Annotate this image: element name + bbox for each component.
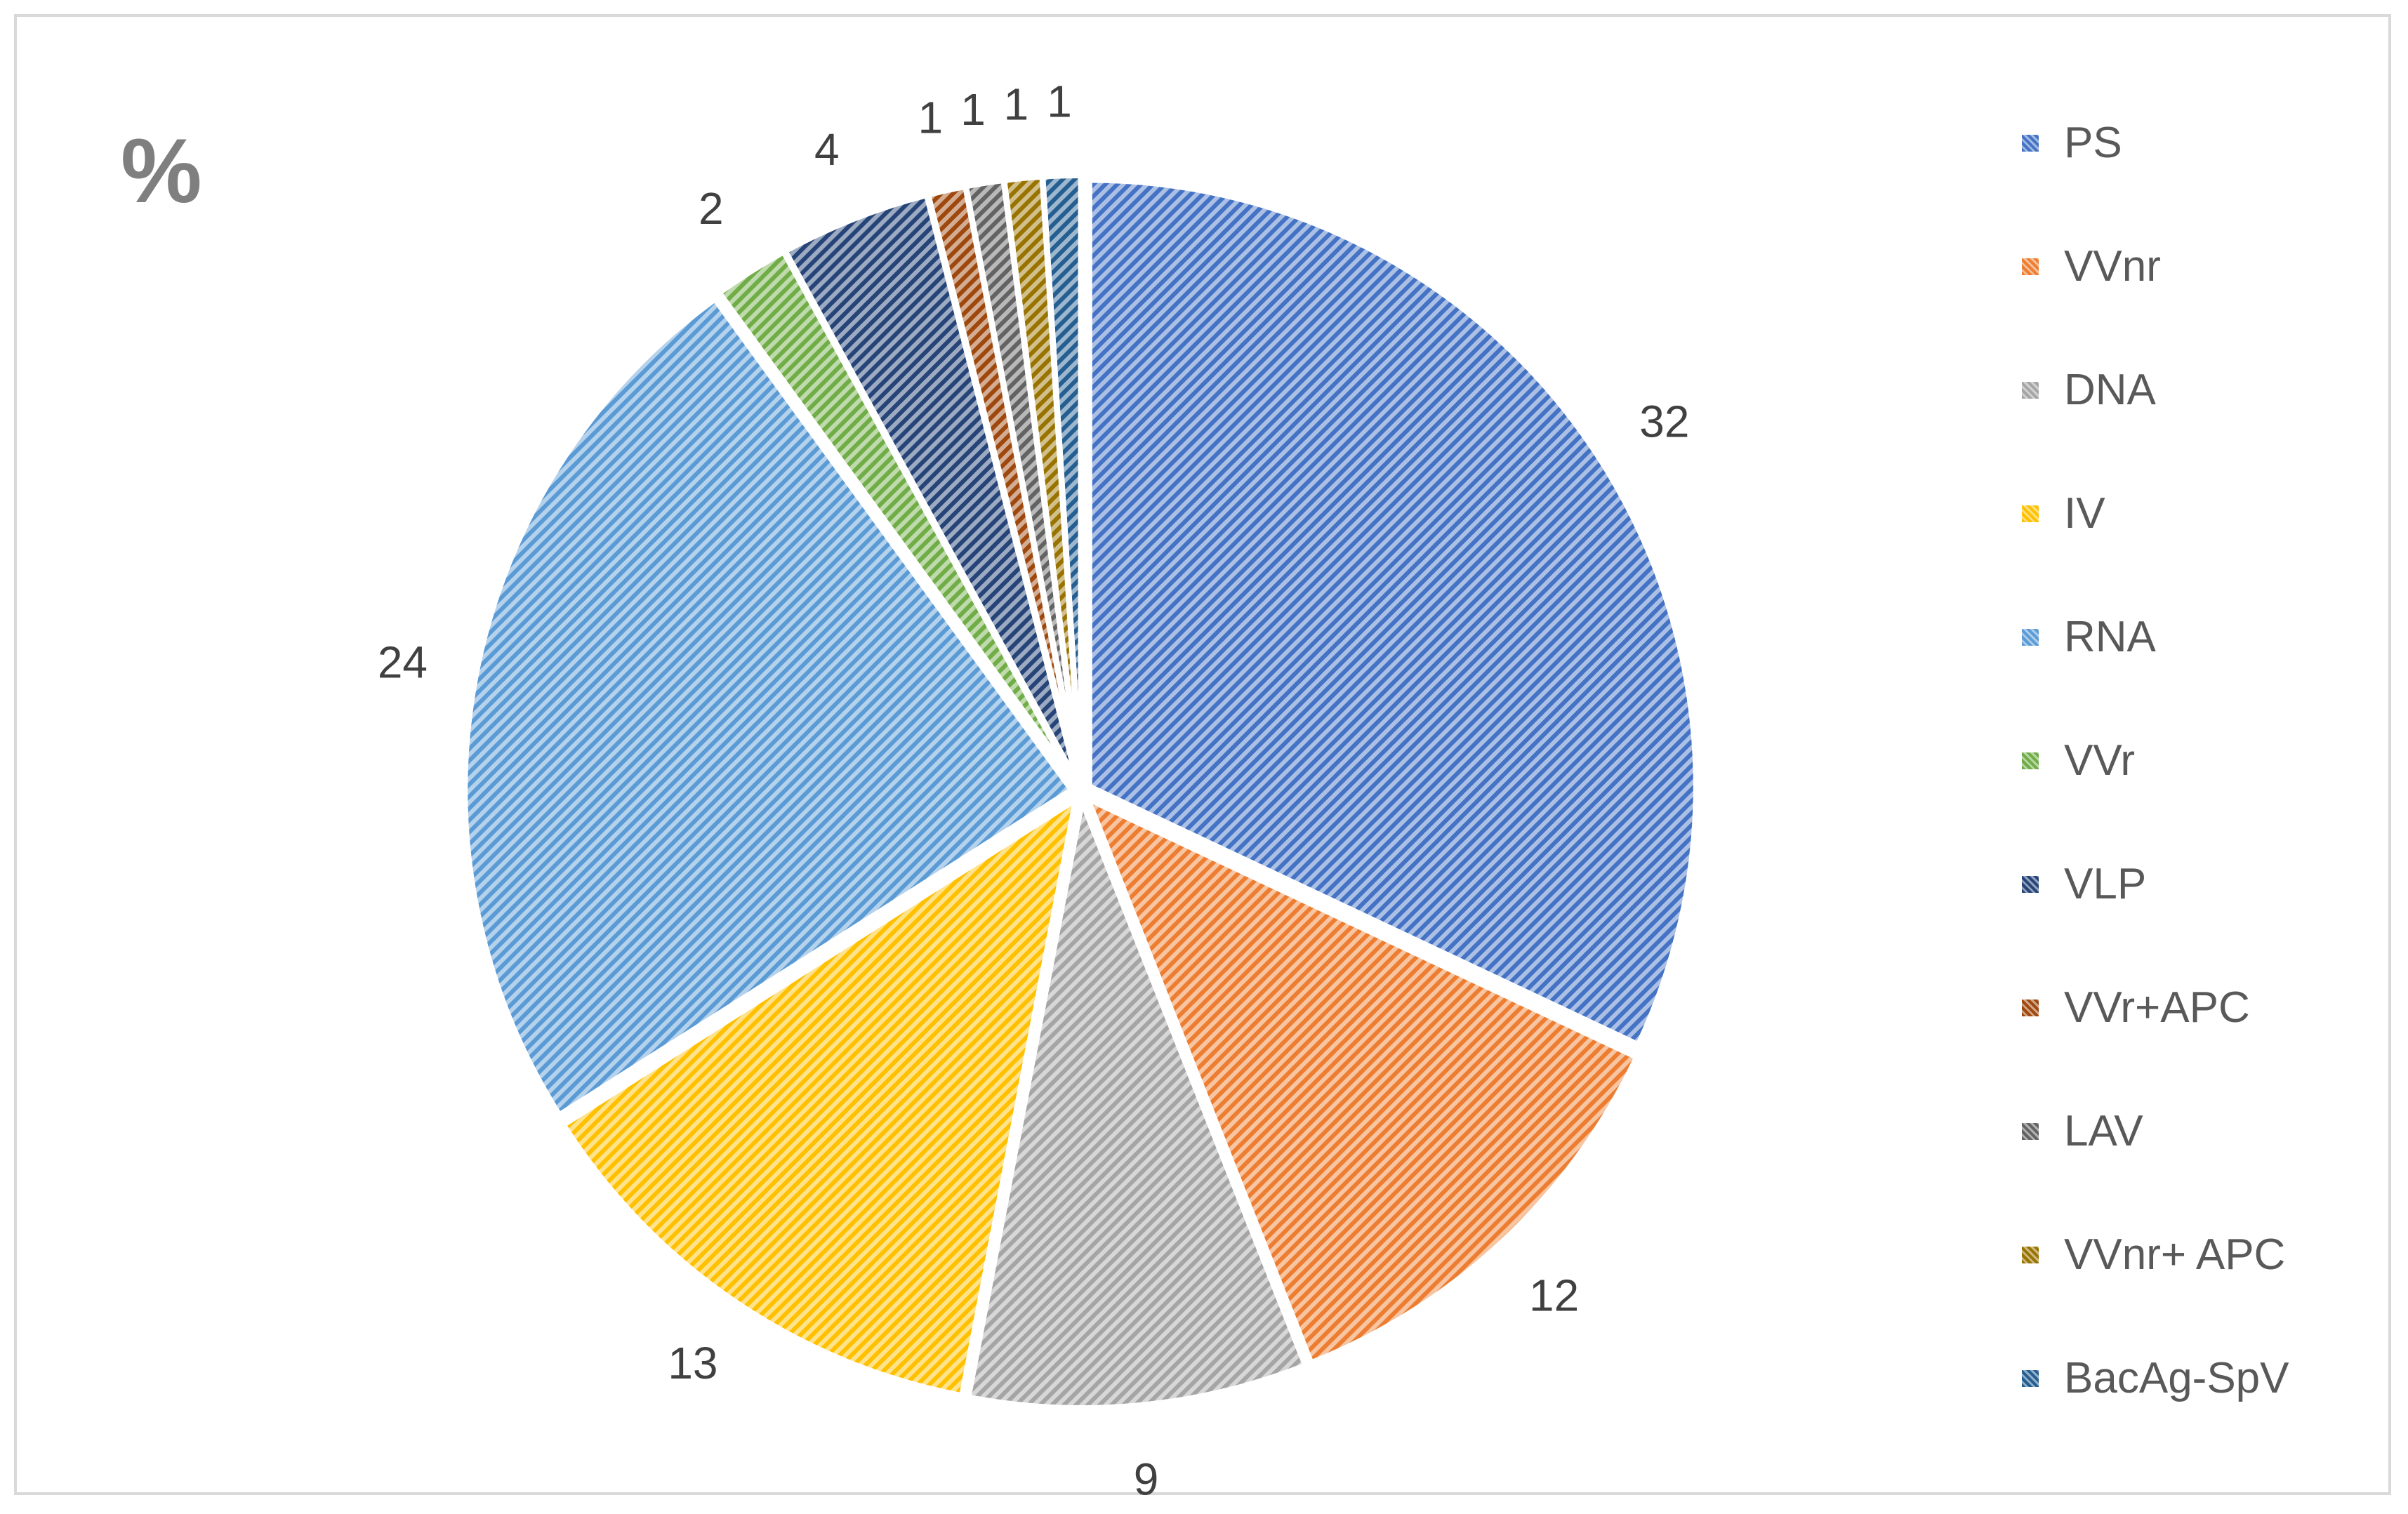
legend-swatch [2022,258,2039,275]
legend-label: BacAg-SpV [2064,1354,2289,1402]
legend-label: VVr [2064,736,2136,785]
legend-swatch [2022,876,2039,893]
data-label-ps: 32 [1639,397,1689,447]
legend-label: VLP [2064,860,2147,908]
legend-swatch [2022,1123,2039,1140]
legend-swatch [2022,629,2039,646]
legend-label: DNA [2064,366,2156,414]
legend-label: RNA [2064,613,2156,661]
legend-swatch [2022,505,2039,522]
legend-label: LAV [2064,1107,2143,1155]
legend-swatch [2022,135,2039,152]
legend-item-vvnr-apc: VVnr+ APC [2015,1226,2366,1349]
legend-swatch [2022,1370,2039,1387]
data-label-vvnr-apc: 1 [1004,79,1029,129]
legend-item-lav: LAV [2015,1102,2366,1226]
data-label-bacag-spv: 1 [1047,76,1072,126]
pie-slice-iv [560,794,1080,1399]
legend-swatch [2022,1000,2039,1016]
data-label-vvr-apc: 1 [918,93,944,143]
pie-slice-rna [462,295,1076,1119]
pie-slices [462,173,1699,1411]
legend-item-vlp: VLP [2015,855,2366,978]
data-label-vvnr: 12 [1529,1270,1579,1320]
legend-item-vvnr: VVnr [2015,237,2366,361]
legend-item-rna: RNA [2015,608,2366,731]
legend-swatch [2022,1247,2039,1263]
data-label-rna: 24 [378,637,428,688]
chart-legend: PS VVnr DNA IV RNA VVr VLP VVr+APC LAV VVnr+ APC B… [2015,114,2366,1473]
legend-swatch [2022,382,2039,399]
legend-item-iv: IV [2015,484,2366,608]
data-label-vvr: 2 [699,183,724,234]
legend-item-bacag-spv: BacAg-SpV [2015,1349,2366,1473]
pie-slice-ps [1086,177,1699,1049]
legend-label: IV [2064,489,2105,538]
pie-slice-dna [965,791,1309,1411]
legend-label: VVr+APC [2064,983,2250,1032]
legend-item-dna: DNA [2015,361,2366,484]
legend-item-vvr-apc: VVr+APC [2015,978,2366,1102]
pie-slice-vvnr [1083,793,1641,1367]
legend-label: VVnr+ APC [2064,1230,2286,1279]
data-label-dna: 9 [1134,1454,1159,1505]
legend-label: PS [2064,119,2122,167]
legend-item-vvr: VVr [2015,731,2366,855]
data-label-lav: 1 [960,84,986,135]
pie-slice-vlp [781,192,1080,784]
legend-label: VVnr [2064,242,2161,291]
data-label-vlp: 4 [814,124,840,175]
legend-swatch [2022,752,2039,769]
legend-item-ps: PS [2015,114,2366,237]
data-label-iv: 13 [668,1338,717,1388]
pie-slice-bacag-spv [1040,173,1084,783]
chart-title: % [121,119,202,222]
